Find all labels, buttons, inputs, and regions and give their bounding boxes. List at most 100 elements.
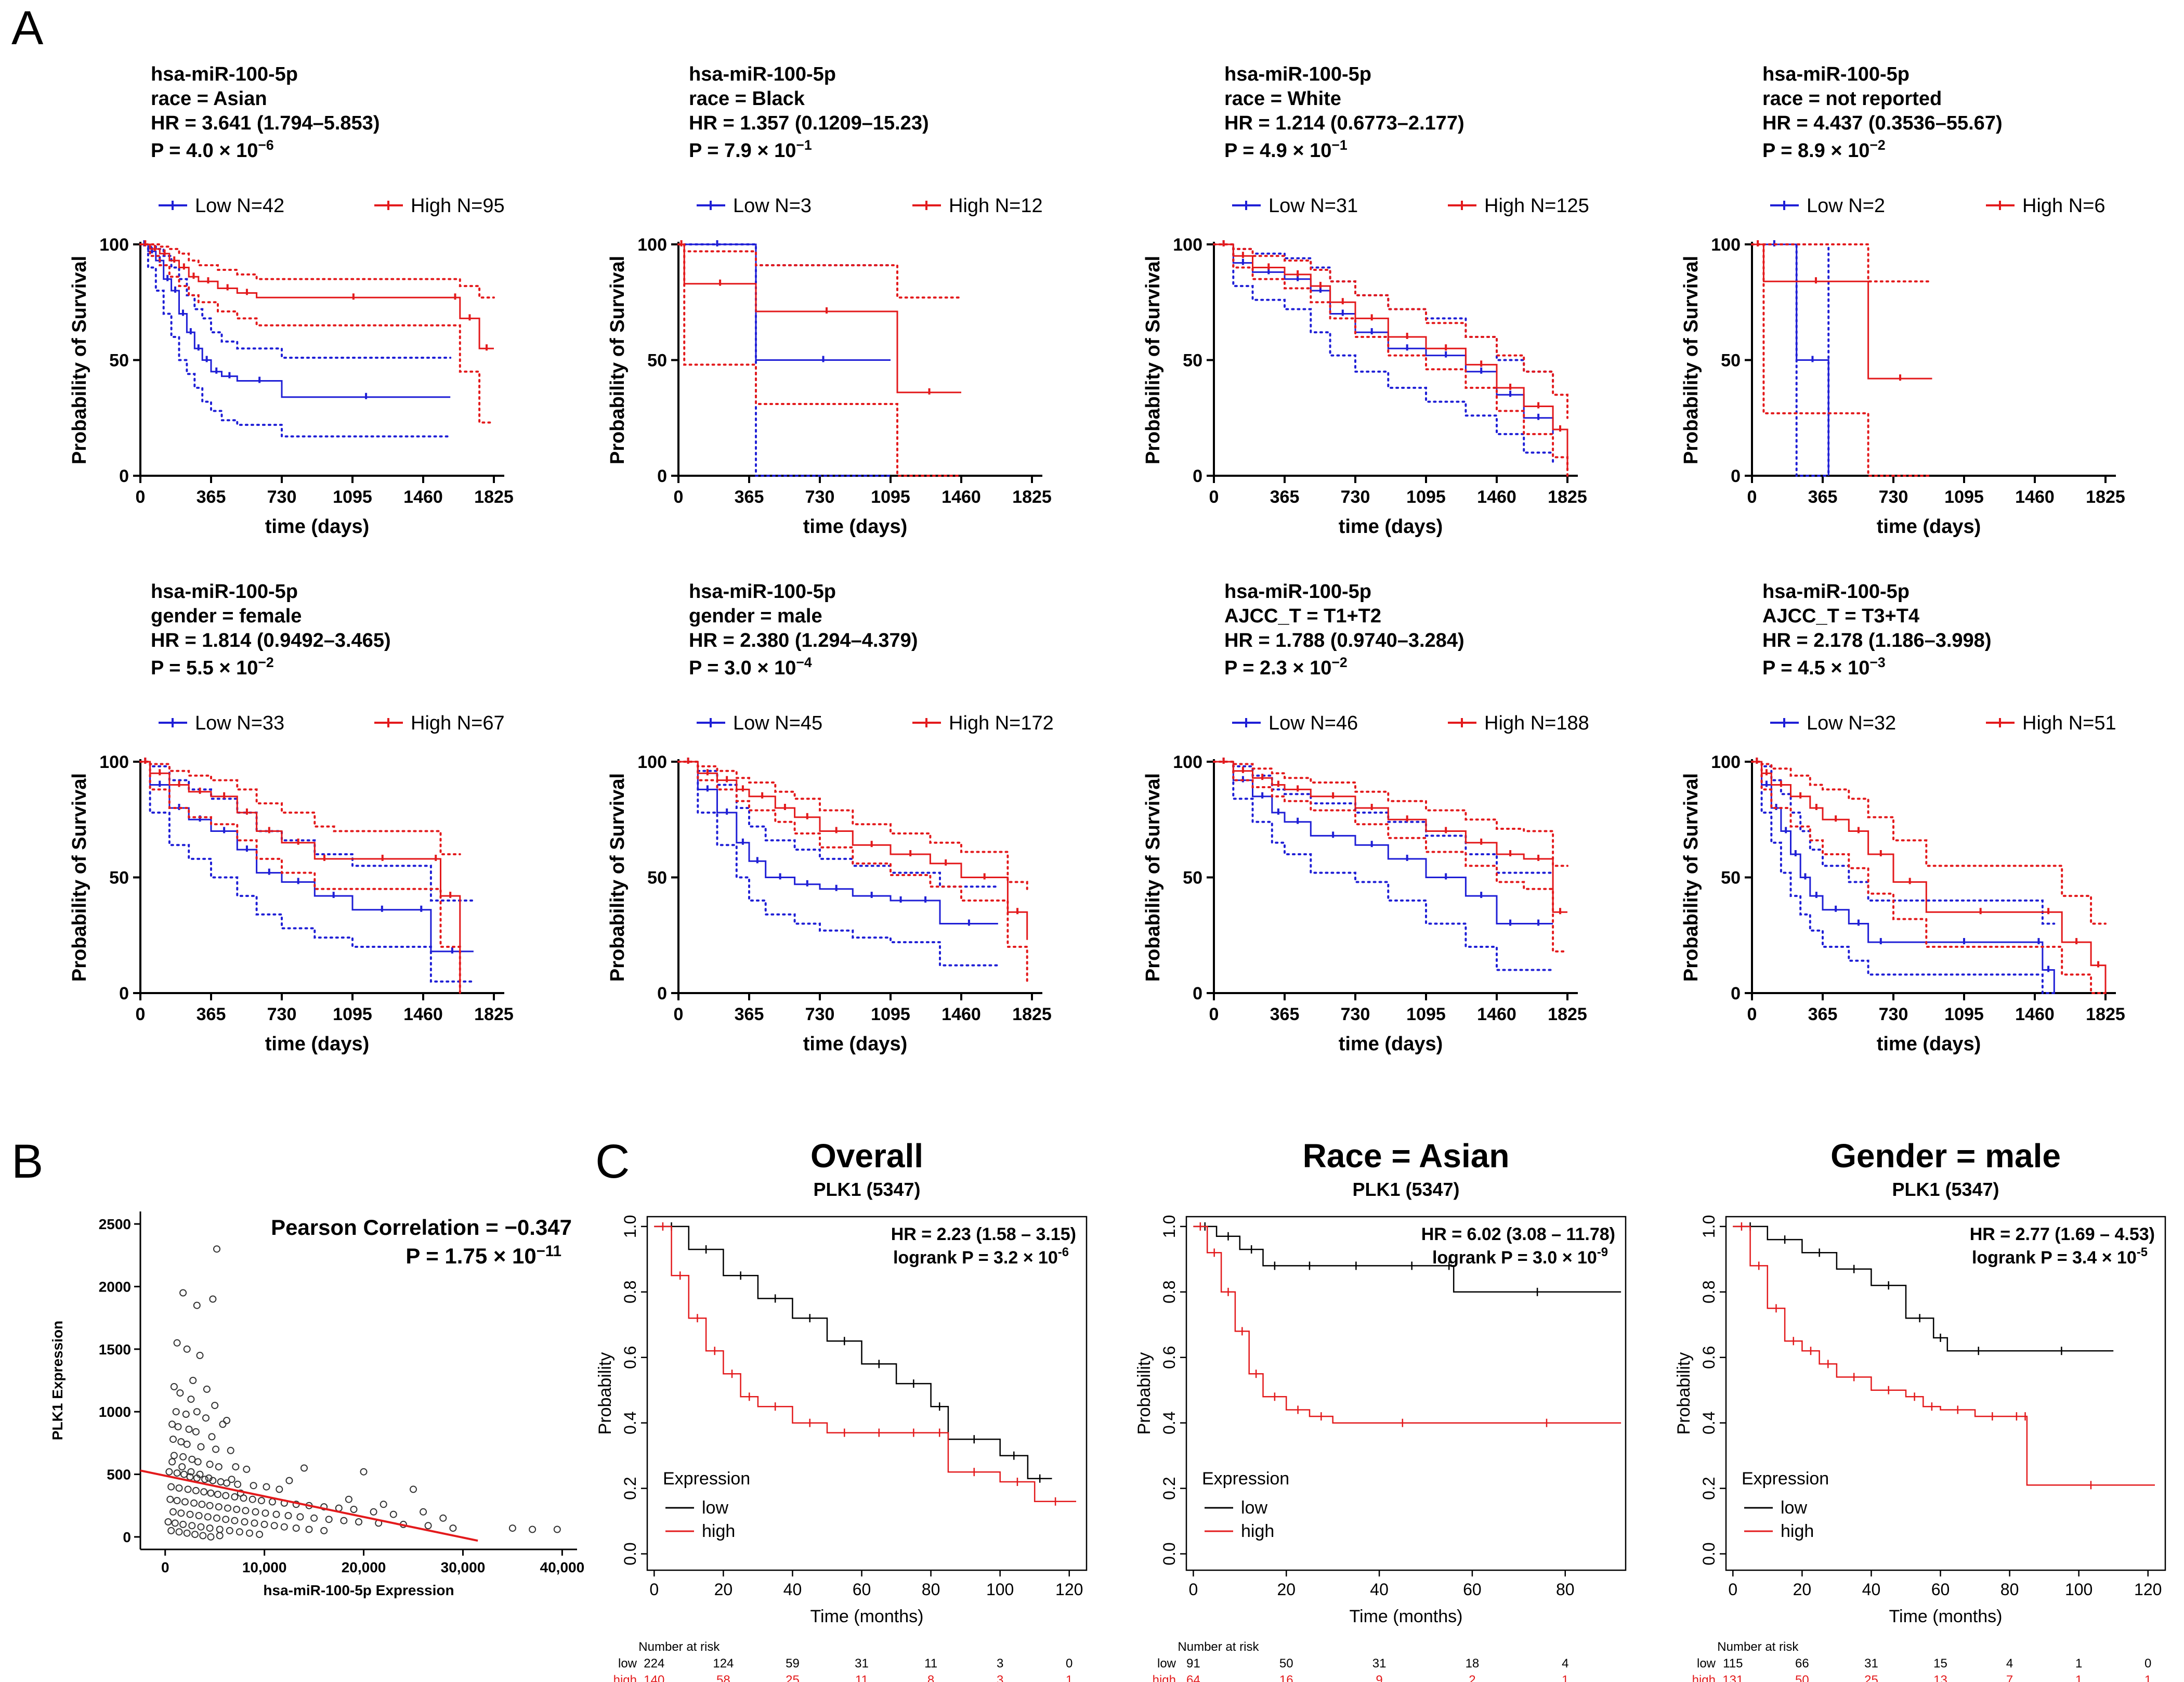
scatter-point xyxy=(178,1463,186,1471)
series-low-line xyxy=(1733,1225,2114,1352)
x-tick-label: 730 xyxy=(1879,1005,1908,1024)
risk-high-count: 64 xyxy=(1186,1673,1200,1682)
scatter-point xyxy=(173,1339,181,1347)
scatter-point xyxy=(177,1509,185,1517)
y-axis-title: Probability of Survival xyxy=(69,256,90,464)
legend-low-label: Low N=3 xyxy=(733,195,812,217)
scatter-point xyxy=(208,1433,216,1441)
series-low-line xyxy=(1752,761,2055,993)
y-tick-label: 0.6 xyxy=(1160,1346,1179,1368)
x-tick-label: 80 xyxy=(1556,1580,1575,1599)
scatter-point xyxy=(199,1532,207,1540)
legend-low-label: low xyxy=(1241,1498,1267,1518)
x-tick-label: 1460 xyxy=(941,1005,981,1024)
scatter-point xyxy=(175,1484,183,1492)
scatter-point xyxy=(260,1520,268,1528)
x-tick-label: 1825 xyxy=(474,1005,514,1024)
scatter-point xyxy=(222,1492,230,1500)
series-high-ci-upper xyxy=(1751,761,2107,925)
x-tick-label: 20 xyxy=(1793,1580,1812,1599)
scatter-point xyxy=(182,1411,190,1418)
panel-c-plots: Overall PLK1 (5347) HR = 2.23 (1.58 – 3.15… xyxy=(595,1137,2166,1682)
scatter-point xyxy=(165,1468,173,1476)
km-group-label: gender = female xyxy=(151,605,302,627)
y-axis-title: Probability of Survival xyxy=(1142,256,1164,464)
y-tick-label: 100 xyxy=(1173,752,1202,772)
km-gene-label: hsa-miR-100-5p xyxy=(1762,63,1910,85)
x-axis-title: time (days) xyxy=(803,516,908,538)
series-high-ci-upper xyxy=(139,243,495,299)
risk-high-count: 13 xyxy=(1933,1673,1947,1682)
scatter-point xyxy=(285,1477,293,1484)
scatter-point xyxy=(168,1420,176,1428)
scatter-point xyxy=(188,1455,196,1463)
legend-title: Expression xyxy=(663,1469,750,1489)
scatter-point xyxy=(193,1301,201,1309)
y-tick-label: 100 xyxy=(1173,235,1202,255)
risk-high-count: 2 xyxy=(1469,1673,1475,1682)
x-tick-label: 0 xyxy=(674,1005,684,1024)
km-hr-label: HR = 4.437 (0.3536–55.67) xyxy=(1762,112,2003,134)
scatter-point xyxy=(215,1463,223,1471)
series-high-line xyxy=(1214,243,1568,469)
scatter-point xyxy=(179,1289,187,1297)
scatter-point xyxy=(204,1513,212,1521)
x-tick-label: 0 xyxy=(649,1580,659,1599)
risk-high-count: 140 xyxy=(644,1673,664,1682)
scatter-point xyxy=(190,1499,198,1507)
x-tick-label: 1460 xyxy=(1477,1005,1516,1024)
scatter-point xyxy=(237,1489,244,1497)
y-tick-label: 50 xyxy=(1183,351,1202,371)
x-tick-label: 100 xyxy=(986,1580,1014,1599)
x-axis-title: time (days) xyxy=(265,1033,370,1055)
legend-low-label: Low N=31 xyxy=(1268,195,1358,217)
km-group-label: AJCC_T = T1+T2 xyxy=(1224,605,1381,627)
y-tick-label: 0.4 xyxy=(621,1411,639,1434)
scatter-point xyxy=(370,1508,377,1516)
y-tick-label: 0 xyxy=(1731,984,1741,1003)
y-tick-label: 0.4 xyxy=(1699,1411,1718,1434)
y-tick-label: 100 xyxy=(99,752,129,772)
km-gene-label: hsa-miR-100-5p xyxy=(1762,581,1910,603)
legend-high-label: High N=12 xyxy=(949,195,1043,217)
x-tick-label: 730 xyxy=(1341,487,1370,507)
km-gene-label: hsa-miR-100-5p xyxy=(689,581,836,603)
x-tick-label: 365 xyxy=(735,1005,764,1024)
scatter-point xyxy=(242,1507,250,1515)
scatter-point xyxy=(325,1516,333,1523)
x-tick-label: 365 xyxy=(1808,1005,1838,1024)
risk-low-label: low xyxy=(618,1657,637,1671)
scatter-point xyxy=(189,1377,197,1384)
scatter-point xyxy=(355,1518,362,1525)
y-tick-label: 1.0 xyxy=(1160,1215,1179,1238)
x-axis-title: time (days) xyxy=(803,1033,908,1055)
scatter-point xyxy=(200,1488,208,1496)
correlation-p-label: P = 1.75 × 10−11 xyxy=(406,1243,561,1268)
x-tick-label: 60 xyxy=(1463,1580,1482,1599)
x-tick-label: 1825 xyxy=(1548,487,1587,507)
risk-low-count: 4 xyxy=(2006,1657,2013,1671)
scatter-point xyxy=(232,1463,240,1471)
series-low-ci-lower xyxy=(139,243,452,438)
y-axis-title: Probability xyxy=(595,1352,615,1435)
scatter-point xyxy=(227,1446,234,1454)
legend-low-label: low xyxy=(1781,1498,1807,1518)
panel-b-scatter: 0 500 1000 1500 2000 2500 0 10,000 20,000 30,000 4… xyxy=(49,1211,584,1598)
plot-subtitle: PLK1 (5347) xyxy=(813,1179,920,1200)
series-high-ci-upper xyxy=(677,761,1028,890)
risk-high-count: 16 xyxy=(1279,1673,1293,1682)
series-high-ci-lower xyxy=(1213,243,1568,477)
scatter-point xyxy=(205,1474,213,1482)
series-high-line xyxy=(678,243,961,394)
risk-low-count: 115 xyxy=(1723,1657,1743,1671)
y-tick-label: 0.8 xyxy=(621,1281,639,1303)
scatter-point xyxy=(185,1425,193,1433)
scatter-point xyxy=(216,1532,224,1540)
risk-low-count: 0 xyxy=(2144,1657,2151,1671)
kmplot-2: Race = Asian PLK1 (5347) HR = 6.02 (3.08 –… xyxy=(1134,1137,1627,1682)
y-tick-label: 1.0 xyxy=(1699,1215,1718,1238)
x-tick-label: 365 xyxy=(735,487,764,507)
scatter-point xyxy=(389,1510,397,1518)
legend-high-label: High N=172 xyxy=(949,712,1054,734)
